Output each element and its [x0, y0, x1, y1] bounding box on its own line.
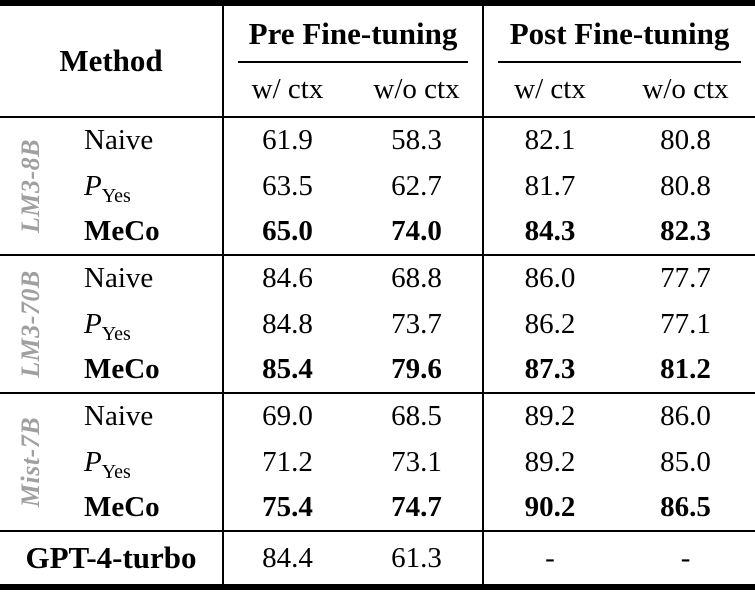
value-cell: 82.1: [524, 124, 576, 156]
col-header-pre-finetuning-label: Pre Fine-tuning: [238, 8, 469, 63]
col-subheader-pre-w-ctx: w/ ctx: [223, 63, 352, 118]
value-cell: 84.4: [223, 530, 352, 587]
table-row-gpt4-turbo: GPT-4-turbo 84.4 61.3 - -: [0, 530, 755, 587]
value-cell: 69.0: [223, 392, 352, 439]
value-cell: 74.7: [351, 485, 485, 531]
header-row-1: Method Pre Fine-tuning Post Fine-tuning: [0, 3, 755, 118]
group-label-text: LM3-70B: [16, 270, 45, 378]
value-cell: 86.0: [483, 254, 617, 301]
table-row: PYes 63.5 62.7 81.7 80.8: [0, 163, 755, 209]
value-cell: 68.5: [351, 392, 485, 439]
value-cell: 65.0: [262, 215, 313, 247]
value-cell: -: [616, 530, 755, 587]
value-cell: 84.8: [262, 307, 313, 340]
group-label-mist-7b: Mist-7B: [0, 392, 62, 531]
table-row: LM3-8B Naive 61.9 58.3 82.1 80.8: [0, 117, 755, 233]
value-cell: 82.3: [660, 215, 711, 247]
group-label-lm3-8b: LM3-8B: [0, 117, 62, 255]
group-label-lm3-70b: LM3-70B: [0, 254, 62, 393]
value-cell: -: [483, 530, 617, 587]
value-cell: 63.5: [262, 169, 313, 202]
value-cell: 62.7: [351, 163, 485, 209]
col-subheader-post-w-ctx: w/ ctx: [483, 63, 617, 118]
table-row: MeCo 75.4 74.7 90.2 86.5: [0, 485, 755, 531]
col-subheader-pre-wo-ctx: w/o ctx: [351, 63, 485, 118]
method-label: Naive: [62, 117, 225, 163]
method-label: PYes: [62, 163, 225, 209]
footer-model-label: GPT-4-turbo: [0, 530, 225, 587]
method-label: PYes: [62, 439, 225, 485]
value-cell: 87.3: [524, 353, 576, 385]
col-header-method: Method: [0, 3, 225, 118]
value-cell: 84.3: [524, 215, 576, 247]
value-cell: 86.5: [660, 491, 711, 523]
value-cell: 68.8: [351, 254, 485, 301]
value-cell: 58.3: [351, 117, 485, 163]
table-row: LM3-70B Naive 84.6 68.8 86.0 77.7: [0, 254, 755, 393]
table-row: PYes 71.2 73.1 89.2 85.0: [0, 439, 755, 485]
col-subheader-post-wo-ctx: w/o ctx: [616, 63, 755, 118]
value-cell: 61.3: [351, 530, 485, 587]
table-row: MeCo 65.0 74.0 84.3 82.3: [0, 209, 755, 255]
value-cell: 86.0: [616, 392, 755, 439]
value-cell: 61.9: [262, 124, 313, 156]
method-label: MeCo: [62, 209, 225, 255]
value-cell: 89.2: [483, 392, 617, 439]
value-cell: 71.2: [262, 445, 313, 478]
value-cell: 84.6: [223, 254, 352, 301]
value-cell: 80.8: [660, 124, 711, 156]
value-cell: 86.2: [524, 307, 576, 340]
value-cell: 75.4: [262, 491, 313, 523]
value-cell: 77.1: [660, 307, 711, 340]
group-label-text: Mist-7B: [16, 416, 45, 508]
value-cell: 81.2: [660, 353, 711, 385]
col-header-post-finetuning-label: Post Fine-tuning: [498, 8, 742, 63]
method-label: Naive: [62, 392, 225, 439]
value-cell: 85.0: [660, 445, 711, 478]
value-cell: 89.2: [524, 445, 576, 478]
method-label: MeCo: [62, 485, 225, 531]
value-cell: 79.6: [351, 347, 485, 393]
group-label-text: LM3-8B: [16, 139, 45, 233]
value-cell: 77.7: [616, 254, 755, 301]
method-label: MeCo: [62, 347, 225, 393]
header-row-2: w/ ctx w/o ctx w/ ctx w/o ctx: [0, 63, 755, 118]
table-row: PYes 84.8 73.7 86.2 77.1: [0, 301, 755, 347]
value-cell: 74.0: [351, 209, 485, 255]
col-header-post-finetuning: Post Fine-tuning: [483, 3, 755, 63]
method-label: Naive: [62, 254, 225, 301]
value-cell: 73.1: [351, 439, 485, 485]
table-row: MeCo 85.4 79.6 87.3 81.2: [0, 347, 755, 393]
value-cell: 90.2: [524, 491, 576, 523]
value-cell: 73.7: [351, 301, 485, 347]
method-label: PYes: [62, 301, 225, 347]
value-cell: 85.4: [262, 353, 313, 385]
value-cell: 81.7: [524, 169, 576, 202]
col-header-pre-finetuning: Pre Fine-tuning: [223, 3, 485, 63]
value-cell: 80.8: [660, 169, 711, 202]
table-row: Mist-7B Naive 69.0 68.5 89.2 86.0: [0, 392, 755, 531]
